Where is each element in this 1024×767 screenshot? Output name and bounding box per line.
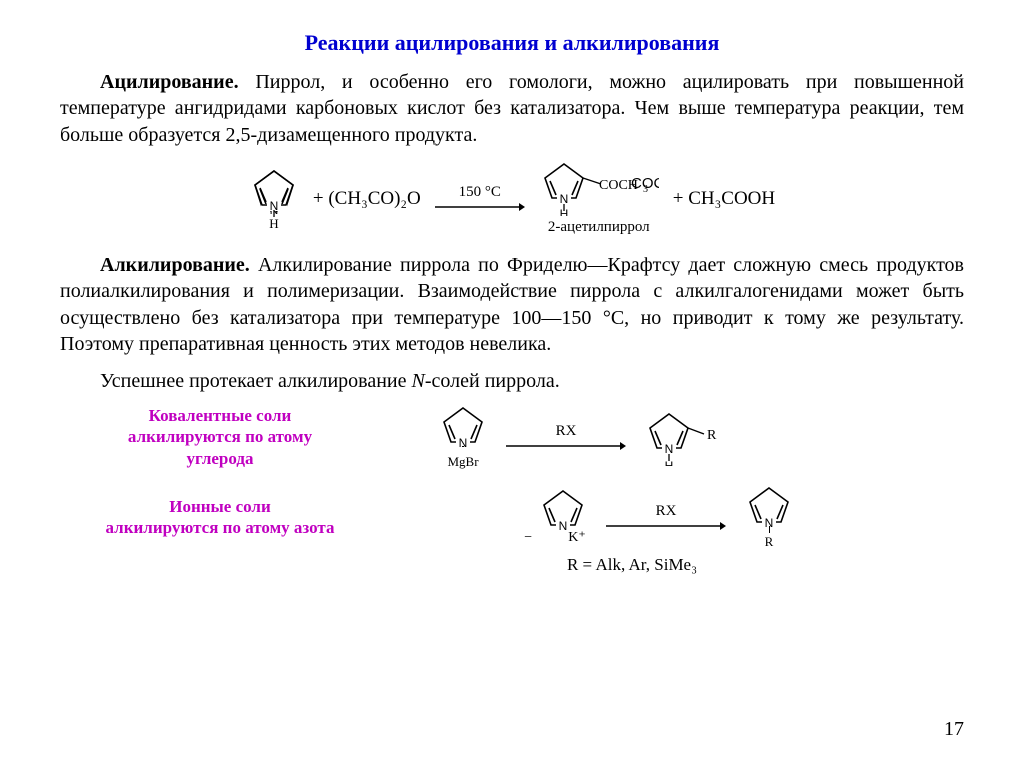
svg-text:H: H: [665, 459, 674, 466]
page-number: 17: [944, 716, 964, 742]
acylation-label: Ацилирование.: [100, 71, 239, 93]
k-cation: K⁺: [568, 529, 586, 547]
covalent-salt-caption: Ковалентные соли алкилируются по атому у…: [90, 405, 350, 469]
product-label: 2-ацетилпиррол: [548, 218, 650, 238]
pyrrole-2r-product: N H R: [644, 408, 722, 466]
reaction-acylation: N N N H + (CH₃CO)₂O 150 °C N H COCH₃: [60, 158, 964, 238]
mgbr-label: MgBr: [447, 453, 478, 470]
svg-text:N: N: [559, 192, 568, 206]
svg-text:3: 3: [643, 184, 648, 195]
nsalt-text-2: -солей пиррола.: [425, 370, 560, 392]
r-definition: R = Alk, Ar, SiMe₃: [300, 554, 964, 576]
byproduct: + CH₃COOH: [673, 186, 775, 211]
n-r-label: R: [765, 533, 774, 550]
covalent-salt-row: Ковалентные соли алкилируются по атому у…: [90, 404, 964, 470]
page-title: Реакции ацилирования и алкилирования: [60, 28, 964, 57]
n-r-pyrrole-product: N R: [744, 484, 794, 550]
cov-line1: Ковалентные соли: [149, 406, 292, 425]
reaction-arrow-icon: RX: [606, 502, 726, 532]
paragraph-alkylation: Алкилирование. Алкилирование пиррола по …: [60, 252, 964, 358]
nsalt-n-italic: N: [412, 370, 425, 392]
svg-text:N: N: [665, 442, 674, 456]
ionic-salt-caption: Ионные соли алкилируются по атому азота: [90, 496, 350, 539]
nsalt-text-1: Успешнее протекает алкилирование: [100, 370, 412, 392]
paragraph-nsalt: Успешнее протекает алкилирование N-солей…: [60, 368, 964, 394]
pyrrolyl-anion-k: N − K⁺: [538, 487, 588, 547]
acyl-reagent: + (CH₃CO)₂O: [313, 186, 421, 211]
anion-minus: −: [524, 529, 532, 547]
cov-line3: углерода: [186, 449, 253, 468]
acetyl-pyrrole-product: N H COCH₃ COCH 3 2-ацетилпиррол: [539, 158, 659, 238]
ion-line1: Ионные соли: [169, 497, 271, 516]
pyrrole-nmgbr: N MgBr: [438, 404, 488, 470]
alkylation-label: Алкилирование.: [100, 254, 250, 276]
ion-line2: алкилируются по атому азота: [106, 518, 335, 537]
svg-text:COCH: COCH: [599, 178, 638, 193]
ionic-salt-row: Ионные соли алкилируются по атому азота …: [90, 484, 964, 550]
reaction-arrow-icon: RX: [506, 422, 626, 452]
pyrrole-nh-reactant: N N N H: [249, 165, 299, 232]
svg-text:H: H: [559, 207, 568, 216]
svg-text:R: R: [707, 428, 717, 443]
cov-line2: алкилируются по атому: [128, 427, 312, 446]
reaction-arrow-icon: 150 °C: [435, 183, 525, 213]
paragraph-acylation: Ацилирование. Пиррол, и особенно его гом…: [60, 69, 964, 148]
